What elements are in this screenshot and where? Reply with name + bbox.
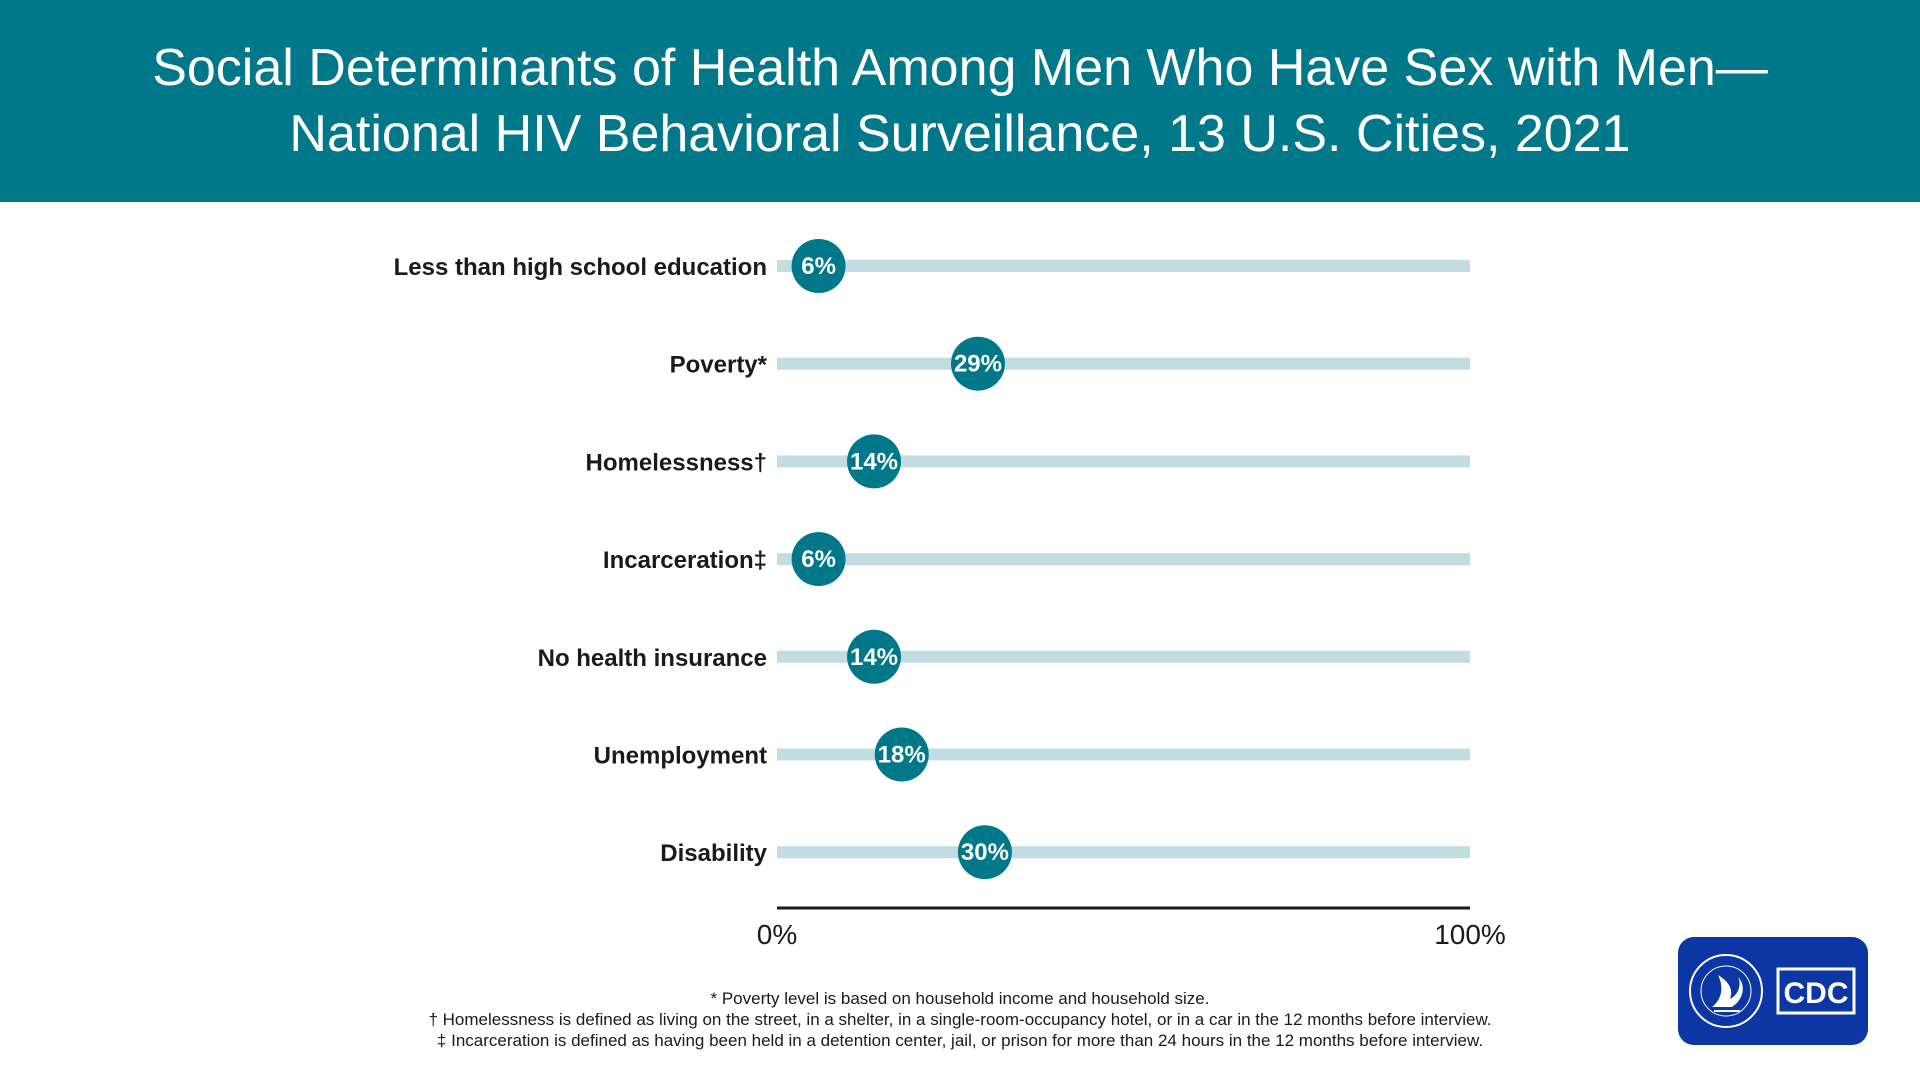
data-point xyxy=(950,336,1005,391)
data-point xyxy=(957,825,1012,880)
footnote-poverty: * Poverty level is based on household in… xyxy=(710,989,1210,1008)
chart-title-line-1: Social Determinants of Health Among Men … xyxy=(152,39,1768,97)
footnote-homelessness: † Homelessness is defined as living on t… xyxy=(428,1010,1492,1029)
track-bar xyxy=(777,260,1470,272)
dot-plot-chart: Less than high school education 6% Poverty… xyxy=(394,239,1506,950)
data-label: 6% xyxy=(801,546,836,573)
footnotes: * Poverty level is based on household in… xyxy=(0,988,1920,1051)
category-label: Poverty* xyxy=(670,352,768,379)
track-bar xyxy=(777,748,1470,761)
data-label: 18% xyxy=(878,742,926,769)
category-label: Unemployment xyxy=(594,743,767,770)
data-point xyxy=(791,239,846,293)
category-label: Incarceration‡ xyxy=(603,547,767,574)
data-label: 6% xyxy=(801,253,836,280)
data-label: 30% xyxy=(961,839,1009,866)
title-banner: Social Determinants of Health Among Men … xyxy=(0,0,1920,202)
x-tick-label: 0% xyxy=(757,919,797,950)
data-label: 29% xyxy=(954,351,1002,378)
data-label: 14% xyxy=(850,644,898,671)
category-label: Disability xyxy=(660,840,767,867)
track-bar xyxy=(777,357,1470,370)
x-tick-label: 100% xyxy=(1434,919,1506,950)
hhs-cdc-logo: CDC xyxy=(1678,937,1868,1045)
data-point xyxy=(847,629,902,684)
track-bar xyxy=(777,553,1470,566)
data-point xyxy=(847,434,902,489)
data-label: 14% xyxy=(850,448,898,475)
category-label: No health insurance xyxy=(538,645,767,672)
chart-title-line-2: National HIV Behavioral Surveillance, 13… xyxy=(289,105,1631,163)
footnote-incarceration: ‡ Incarceration is defined as having bee… xyxy=(436,1031,1484,1050)
data-point xyxy=(791,532,846,587)
track-bar xyxy=(777,846,1470,859)
logo-wordmark: CDC xyxy=(1784,977,1849,1010)
category-label: Homelessness† xyxy=(586,449,767,476)
category-label: Less than high school education xyxy=(394,254,767,281)
track-bar xyxy=(777,650,1470,663)
track-bar xyxy=(777,455,1470,468)
data-point xyxy=(874,727,929,782)
